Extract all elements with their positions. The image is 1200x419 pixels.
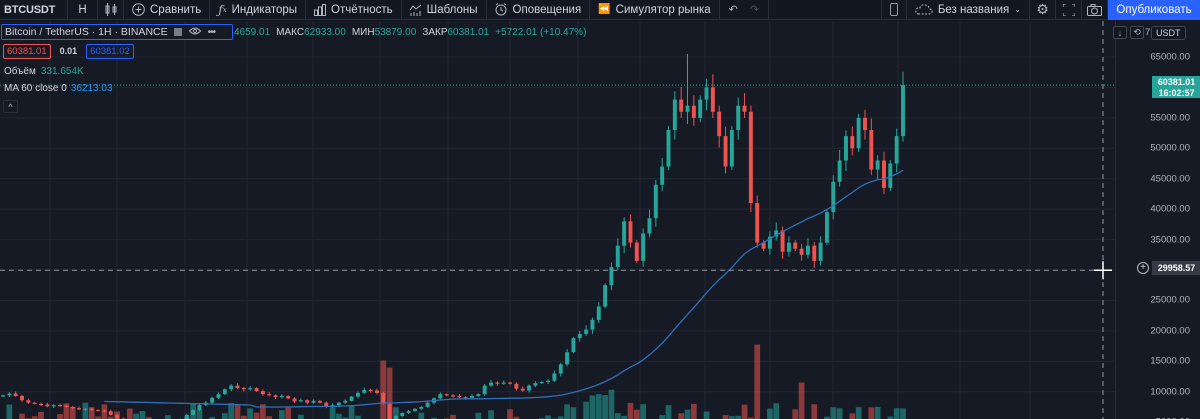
volume-legend[interactable]: Объём 331.654K — [4, 66, 84, 77]
plus-circle-icon — [132, 3, 145, 16]
square-icon — [889, 3, 898, 16]
alarm-clock-icon — [495, 3, 508, 16]
volume-value: 331.654K — [40, 66, 84, 77]
high-value: 62933.00 — [304, 27, 346, 38]
crosshair-price-tag: 29958.57 — [1152, 261, 1200, 275]
alerts-label: Оповещения — [512, 3, 582, 16]
bar-chart-icon — [314, 3, 327, 16]
settings-button[interactable]: ⚙ — [1030, 0, 1056, 20]
price-axis-label: 15000.00 — [1150, 355, 1190, 367]
interval-label: H — [78, 3, 87, 16]
buy-sell-row: 60381.01 0.01 60381.02 — [3, 44, 134, 59]
templates-icon — [409, 4, 422, 16]
scroll-to-latest-icon[interactable]: ↓ — [1113, 26, 1127, 39]
price-axis-label: 45000.00 — [1150, 173, 1190, 185]
rewind-icon: ⏪ — [598, 4, 611, 15]
ma-legend[interactable]: MA 60 close 0 36213.03 — [4, 83, 113, 94]
price-axis-label: 20000.00 — [1150, 325, 1190, 337]
axis-top-digit: 7 — [1145, 27, 1151, 38]
price-axis-label: 25000.00 — [1150, 294, 1190, 306]
last-price-tag: 60381.01 16:02:57 — [1152, 76, 1200, 98]
price-axis-label: 35000.00 — [1150, 234, 1190, 246]
cloud-icon — [915, 4, 933, 15]
sell-button[interactable]: 60381.01 — [3, 44, 51, 59]
price-axis-label: 10000.00 — [1150, 386, 1190, 398]
low-value: 53879.00 — [374, 27, 417, 38]
replay-button[interactable]: ⏪ Симулятор рынка — [590, 0, 720, 20]
templates-button[interactable]: Шаблоны — [402, 0, 487, 20]
bar-countdown: 16:02:57 — [1158, 87, 1195, 98]
close-value: 60381.01 — [447, 27, 490, 38]
price-axis-label: 5000.00 — [1156, 417, 1190, 419]
compare-label: Сравнить — [150, 3, 202, 16]
high-label: МАКС — [276, 27, 305, 38]
symbol-search-button[interactable]: BTCUSDT — [0, 0, 68, 20]
fullscreen-icon — [1062, 3, 1075, 16]
indicators-label: Индикаторы — [231, 3, 298, 16]
symbol-title: Bitcoin / TetherUS · 1H · BINANCE — [5, 26, 168, 38]
candlestick-icon — [105, 3, 117, 16]
interval-button[interactable]: H — [68, 0, 98, 20]
auto-scale-icon[interactable]: ⟲ — [1130, 26, 1144, 39]
chart-type-button[interactable] — [98, 0, 124, 20]
camera-icon — [1087, 3, 1102, 16]
symbol-label: BTCUSDT — [4, 3, 56, 16]
layout-name-label: Без названия — [937, 3, 1010, 16]
price-axis-label: 55000.00 — [1150, 112, 1190, 124]
candlestick-chart[interactable] — [0, 21, 1115, 419]
replay-label: Симулятор рынка — [615, 3, 711, 16]
snapshot-button[interactable] — [1082, 0, 1108, 20]
ma-label: MA 60 close 0 — [4, 83, 67, 94]
more-icon[interactable]: ••• — [207, 26, 216, 38]
alerts-button[interactable]: Оповещения — [487, 0, 591, 20]
open-value: 4659.01 — [234, 27, 271, 38]
volume-label: Объём — [4, 66, 36, 77]
change-value: +5722.01 (+10.47%) — [495, 27, 587, 38]
financials-button[interactable]: Отчётность — [306, 0, 402, 20]
ohlc-values: 4659.01 МАКС62933.00 МИН53879.00 ЗАКР603… — [234, 27, 586, 38]
price-axis[interactable]: ↓ ⟲ 7 USDT 65000.0060000.0055000.0050000… — [1113, 21, 1200, 419]
layout-select-button[interactable] — [880, 0, 907, 20]
collapse-legend-button[interactable]: ^ — [3, 100, 18, 113]
currency-tag[interactable]: USDT — [1151, 26, 1186, 40]
price-axis-label: 50000.00 — [1150, 142, 1190, 154]
templates-label: Шаблоны — [426, 3, 478, 16]
gear-icon: ⚙ — [1036, 1, 1049, 17]
financials-label: Отчётность — [331, 3, 393, 16]
symbol-legend[interactable]: Bitcoin / TetherUS · 1H · BINANCE ••• — [1, 24, 233, 40]
undo-redo-group: ↶ ↷ — [720, 0, 770, 20]
flag-icon[interactable] — [173, 28, 182, 36]
last-price: 60381.01 — [1157, 77, 1196, 87]
redo-icon[interactable]: ↷ — [749, 4, 760, 16]
add-alert-icon[interactable]: + — [1137, 262, 1149, 274]
close-label: ЗАКР — [422, 27, 448, 38]
price-axis-label: 65000.00 — [1150, 51, 1190, 63]
layout-name-button[interactable]: Без названия ⌄ — [907, 0, 1030, 20]
compare-button[interactable]: Сравнить — [124, 0, 211, 20]
low-label: МИН — [351, 27, 375, 38]
publish-button[interactable]: Опубликовать — [1108, 0, 1200, 20]
spread-value: 0.01 — [59, 46, 78, 56]
undo-icon[interactable]: ↶ — [728, 4, 738, 16]
chart-pane[interactable] — [0, 21, 1115, 419]
eye-icon[interactable] — [188, 27, 201, 38]
ma-value: 36213.03 — [70, 83, 113, 94]
fullscreen-button[interactable] — [1056, 0, 1082, 20]
buy-button[interactable]: 60381.02 — [86, 44, 134, 59]
price-axis-label: 40000.00 — [1150, 203, 1190, 215]
chevron-down-icon: ⌄ — [1014, 5, 1021, 14]
axis-buttons: ↓ ⟲ — [1113, 26, 1144, 39]
